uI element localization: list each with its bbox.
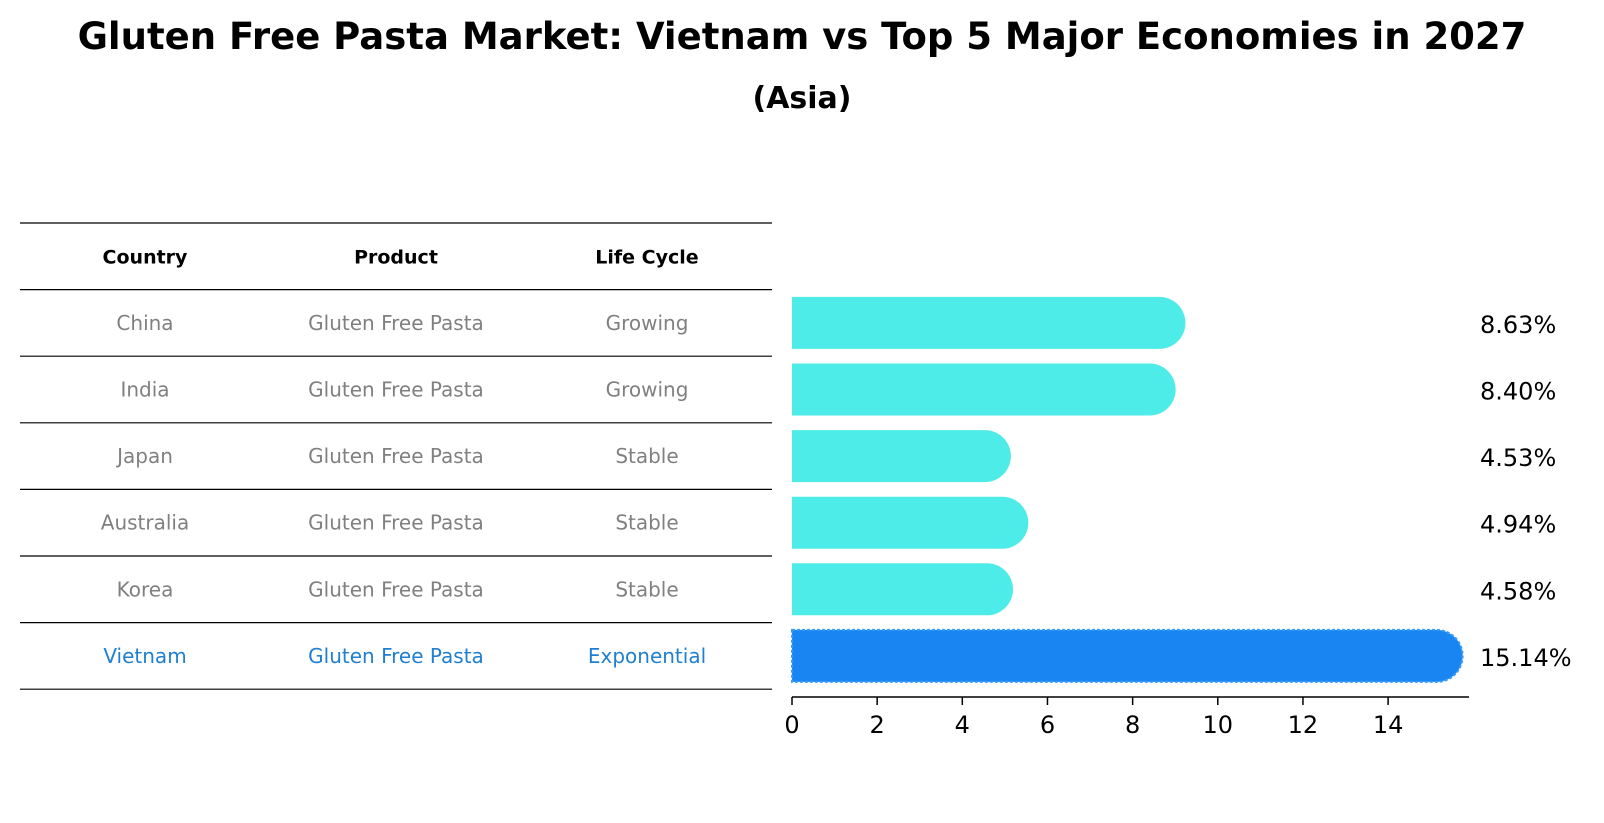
table-cell-product: Gluten Free Pasta: [308, 577, 484, 601]
table-cell-life-cycle: Stable: [615, 511, 678, 535]
table-cell-life-cycle: Exponential: [588, 644, 706, 668]
table-cell-country: Australia: [101, 511, 189, 535]
x-tick-label: 8: [1125, 711, 1140, 739]
value-label-china: 8.63%: [1480, 311, 1556, 339]
table-cell-product: Gluten Free Pasta: [308, 644, 484, 668]
table-cell-product: Gluten Free Pasta: [308, 311, 484, 335]
value-label-india: 8.40%: [1480, 378, 1556, 406]
x-tick-label: 0: [784, 711, 799, 739]
bar-australia: [792, 496, 1029, 549]
chart-title: Gluten Free Pasta Market: Vietnam vs Top…: [77, 15, 1527, 58]
table-cell-product: Gluten Free Pasta: [308, 378, 484, 402]
table-cell-country: China: [116, 311, 173, 335]
bar-vietnam: [791, 628, 1464, 683]
x-axis: 0 2 4 6 8 10 12 14: [784, 696, 1469, 739]
value-label-vietnam: 15.14%: [1480, 644, 1572, 672]
bar-india: [792, 363, 1176, 416]
table-header-product: Product: [354, 246, 438, 268]
chart-subtitle: (Asia): [752, 81, 852, 116]
table-cell-country: Korea: [117, 577, 174, 601]
table-cell-life-cycle: Stable: [615, 444, 678, 468]
value-label-japan: 4.53%: [1480, 444, 1556, 472]
table-cell-product: Gluten Free Pasta: [308, 511, 484, 535]
x-tick-label: 10: [1203, 711, 1234, 739]
table-cell-country: Vietnam: [103, 644, 186, 668]
data-table: Country Product Life Cycle China Gluten Free…: [20, 222, 772, 690]
bar-japan: [792, 430, 1011, 483]
table-cell-life-cycle: Growing: [606, 378, 689, 402]
bar-korea: [792, 563, 1014, 616]
table-cell-country: India: [120, 378, 169, 402]
bar-plot: [791, 296, 1464, 683]
x-tick-label: 6: [1040, 711, 1055, 739]
table-header-life-cycle: Life Cycle: [595, 246, 698, 268]
x-tick-label: 14: [1373, 711, 1404, 739]
table-cell-life-cycle: Stable: [615, 577, 678, 601]
table-header-country: Country: [103, 246, 189, 268]
value-labels: 8.63% 8.40% 4.53% 4.94% 4.58% 15.14%: [1480, 311, 1572, 672]
bar-china: [792, 296, 1186, 349]
value-label-australia: 4.94%: [1480, 511, 1556, 539]
x-tick-label: 2: [870, 711, 885, 739]
x-tick-label: 4: [955, 711, 970, 739]
value-label-korea: 4.58%: [1480, 577, 1556, 605]
table-cell-life-cycle: Growing: [606, 311, 689, 335]
table-cell-country: Japan: [115, 444, 173, 468]
table-cell-product: Gluten Free Pasta: [308, 444, 484, 468]
x-tick-label: 12: [1288, 711, 1319, 739]
